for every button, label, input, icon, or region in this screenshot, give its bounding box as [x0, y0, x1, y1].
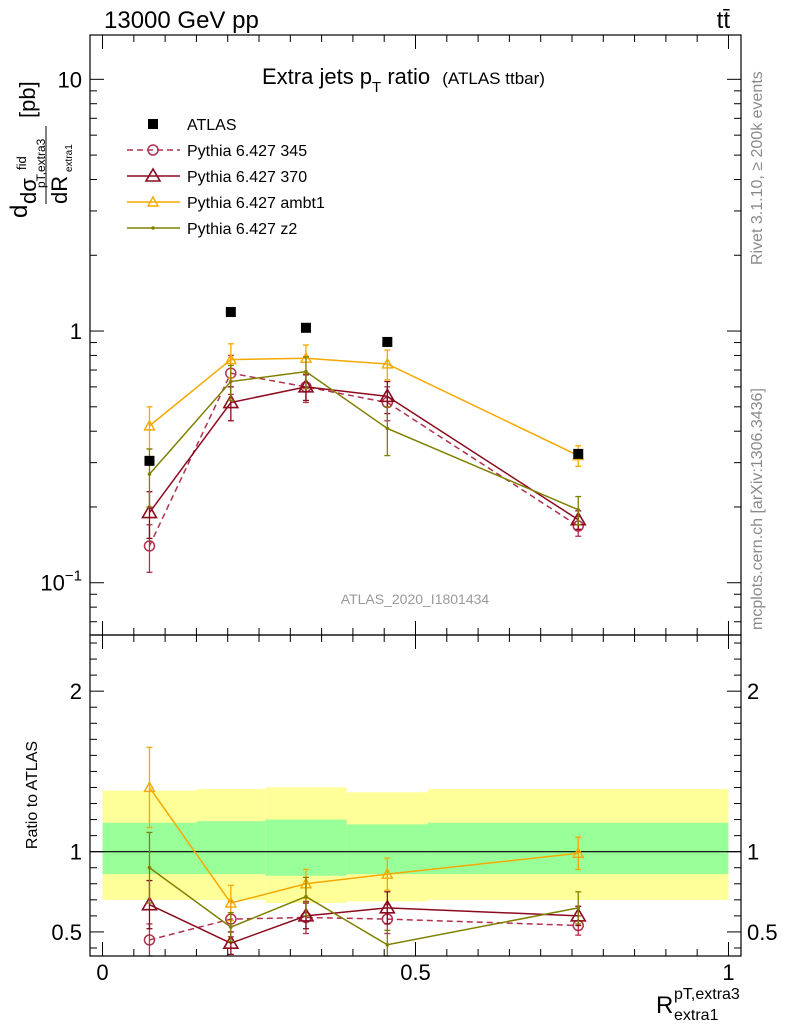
- ylabel-sub-top: pT,extra3: [34, 138, 48, 188]
- ratio-plot-frame: [89, 634, 742, 957]
- legend: ATLAS Pythia 6.427 345 Pythia 6.427 370 Pyt…: [127, 117, 325, 238]
- ylabel-dsigma: dσ: [16, 178, 41, 204]
- series-point: [147, 472, 152, 476]
- xlabel-main: R: [656, 992, 673, 1019]
- ylabel-sub-bottom: extra1: [64, 144, 75, 172]
- main-series-layer: [141, 307, 587, 573]
- plot-title-note: (ATLAS ttbar): [442, 69, 545, 88]
- data-point: [573, 448, 584, 459]
- main-y-tick-label: 10−1: [40, 568, 82, 596]
- mcplots-label: mcplots.cern.ch [arXiv:1306.3436]: [749, 388, 766, 630]
- xlabel-sup: pT,extra3: [674, 986, 740, 1003]
- data-point: [300, 322, 311, 333]
- legend-marker: [146, 195, 160, 207]
- ylabel-dr: dR: [47, 176, 72, 204]
- legend-marker: [144, 167, 162, 182]
- main-y-tick-label: 10: [58, 67, 82, 92]
- x-tick-label: 1: [722, 960, 734, 985]
- main-y-tick-base: 1: [70, 319, 82, 344]
- series-point: [224, 353, 238, 365]
- ratio-point: [229, 925, 233, 929]
- ratio-point: [147, 865, 152, 870]
- legend-marker: [148, 119, 158, 129]
- legend-label: Pythia 6.427 ambt1: [187, 195, 325, 212]
- series-point: [378, 387, 396, 403]
- series-point: [141, 503, 158, 519]
- series-point: [304, 369, 308, 374]
- ylabel-d: d: [6, 205, 33, 218]
- ratio-point: [381, 867, 394, 879]
- ratio-series-line: [149, 903, 579, 944]
- ratio-point: [385, 942, 390, 947]
- ratio-y-tick-label-left: 1: [70, 840, 82, 865]
- series-point: [297, 378, 315, 393]
- legend-marker: [147, 144, 159, 156]
- plot-title: Extra jets pT ratio (ATLAS ttbar): [262, 64, 545, 96]
- rivet-version-label: Rivet 3.1.10, ≥ 200k events: [749, 71, 766, 265]
- ratio-point: [224, 896, 238, 908]
- series-point: [385, 426, 390, 431]
- ylabel-unit: [pb]: [15, 81, 40, 118]
- ratio-y-tick-label-left: 0.5: [51, 920, 82, 945]
- series-line: [148, 386, 579, 521]
- main-y-tick-exponent: −1: [65, 568, 82, 585]
- ratio-uncertainty-bands: [102, 787, 729, 904]
- series-line: [148, 370, 579, 511]
- plot-title-main: Extra jets p: [262, 64, 372, 89]
- process-label: tt̄: [717, 7, 731, 34]
- main-y-tick-base: 10: [40, 571, 64, 596]
- green-band-segment: [196, 821, 266, 875]
- ratio-y-tick-label-right: 1: [747, 840, 759, 865]
- ratio-point: [576, 906, 581, 910]
- ratio-point: [297, 907, 315, 922]
- main-y-tick-label: 1: [70, 319, 82, 344]
- x-tick-label: 0.5: [400, 960, 431, 985]
- ratio-y-tick-label-left: 2: [70, 679, 82, 704]
- main-y-axis-label: d dσ fid pT,extra3 dR extra1 [pb]: [6, 81, 75, 218]
- series-line: [148, 372, 579, 547]
- ratio-y-axis-label: Ratio to ATLAS: [24, 741, 41, 849]
- analysis-watermark: ATLAS_2020_I1801434: [341, 591, 490, 607]
- collision-label: 13000 GeV pp: [104, 7, 259, 34]
- legend-label: ATLAS: [187, 117, 237, 134]
- green-band-segment: [265, 819, 347, 876]
- legend-marker: [151, 226, 155, 230]
- series-point: [222, 393, 240, 409]
- legend-label: Pythia 6.427 z2: [187, 221, 297, 238]
- ratio-y-tick-label-right: 2: [747, 679, 759, 704]
- series-line: [148, 357, 579, 457]
- series-point: [576, 507, 581, 512]
- ratio-y-tick-label-right: 0.5: [747, 920, 778, 945]
- data-point: [144, 455, 155, 466]
- ratio-axis-ticks: 0.5 0.5 1 1 2 2 0 0.5 1: [51, 635, 778, 985]
- series-point: [229, 379, 233, 384]
- x-axis-label: R pT,extra3 extra1: [656, 986, 740, 1024]
- plot-title-sub: T: [372, 79, 381, 96]
- series-point: [143, 419, 156, 431]
- ratio-point: [304, 894, 308, 899]
- xlabel-sub: extra1: [674, 1007, 719, 1024]
- legend-label: Pythia 6.427 345: [187, 143, 307, 160]
- x-tick-label: 0: [96, 960, 108, 985]
- ratio-point: [572, 846, 585, 858]
- series-point: [143, 540, 156, 552]
- ratio-point: [141, 896, 158, 911]
- ylabel-fid: fid: [14, 156, 29, 170]
- ratio-point: [222, 934, 240, 949]
- ratio-point: [378, 899, 396, 914]
- ratio-point: [143, 934, 156, 946]
- plot-title-rest: ratio: [381, 64, 430, 89]
- data-point: [382, 336, 393, 347]
- ratio-point: [143, 781, 156, 793]
- main-y-tick-base: 10: [58, 67, 82, 92]
- ratio-series-layer: [141, 746, 587, 957]
- data-point: [225, 307, 236, 318]
- series-point: [381, 357, 394, 369]
- ratio-series-line: [149, 916, 579, 941]
- legend-label: Pythia 6.427 370: [187, 169, 307, 186]
